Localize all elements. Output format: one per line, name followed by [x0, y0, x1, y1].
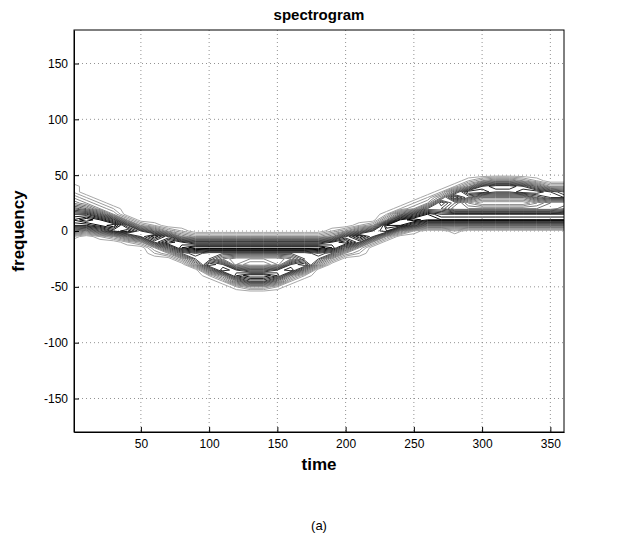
y-tick: -150: [44, 392, 79, 406]
caption: (a): [311, 518, 327, 533]
contour-line: [74, 180, 564, 286]
x-tick-mark: [277, 427, 278, 432]
y-tick: 150: [48, 57, 79, 71]
x-tick-mark: [482, 427, 483, 432]
x-tick-mark: [141, 427, 142, 432]
x-tick-mark: [209, 427, 210, 432]
contour-line: [74, 213, 564, 277]
y-tick-label: -50: [51, 280, 69, 294]
y-tick-mark: [74, 119, 79, 120]
y-tick-label: 100: [48, 113, 68, 127]
contour-line: [74, 212, 564, 278]
chart: 50 100 150 200 250 300 350 -150 -100 -50 0 50 100 150…: [0, 0, 617, 545]
y-tick-mark: [74, 343, 79, 344]
x-tick-mark: [550, 427, 551, 432]
x-tick: 150: [268, 427, 288, 451]
y-tick-label: 150: [48, 57, 68, 71]
contour-line: [74, 176, 564, 291]
x-tick-label: 300: [473, 437, 493, 451]
title: spectrogram: [274, 6, 365, 23]
y-grid-line: [74, 342, 564, 343]
x-tick-label: 50: [135, 437, 149, 451]
y-tick: -100: [44, 336, 79, 350]
x-tick-label: 250: [404, 437, 424, 451]
y-tick-mark: [74, 231, 79, 232]
y-grid-line: [74, 175, 564, 176]
contour-line: [74, 181, 564, 286]
plot-frame: [74, 30, 564, 432]
y-tick: 0: [61, 224, 79, 238]
y-axis: -150 -100 -50 0 50 100 150: [44, 31, 79, 433]
contour-line: [74, 181, 564, 284]
contour-line: [74, 183, 564, 284]
contours: [74, 176, 564, 291]
y-tick-label: 0: [61, 224, 68, 238]
x-grid-line: [277, 30, 278, 432]
y-tick: 50: [55, 169, 79, 183]
y-tick-mark: [74, 64, 79, 65]
x-grid-line: [209, 30, 210, 432]
x-tick-mark: [414, 427, 415, 432]
x-tick: 350: [541, 427, 561, 451]
x-tick: 50: [135, 427, 149, 451]
x-tick: 300: [473, 427, 493, 451]
y-tick-label: 50: [55, 169, 69, 183]
y-tick-label: -100: [44, 336, 68, 350]
contour-line: [74, 182, 564, 284]
x-axis-line: [75, 432, 565, 433]
y-tick: -50: [51, 280, 79, 294]
contour-line: [74, 186, 564, 280]
y-tick-label: -150: [44, 392, 68, 406]
x-tick-label: 100: [200, 437, 220, 451]
x-tick-label: 150: [268, 437, 288, 451]
x-axis: 50 100 150 200 250 300 350: [75, 427, 565, 451]
x-tick: 250: [404, 427, 424, 451]
y-tick-mark: [74, 399, 79, 400]
x-tick: 100: [200, 427, 220, 451]
y-tick-mark: [74, 287, 79, 288]
y-grid-line: [74, 119, 564, 120]
contour-line: [74, 177, 564, 290]
y-axis-title: frequency: [9, 190, 28, 272]
x-tick: 200: [336, 427, 356, 451]
contour-line: [79, 218, 420, 248]
y-grid-line: [74, 398, 564, 399]
contour-line: [74, 178, 564, 288]
y-grid-line: [74, 63, 564, 64]
contour-line: [74, 184, 564, 282]
y-tick: 100: [48, 113, 79, 127]
y-grid-line: [74, 286, 564, 287]
x-axis-title: time: [302, 455, 337, 474]
x-tick-mark: [346, 427, 347, 432]
contour-line: [74, 214, 564, 249]
contour-line: [74, 179, 564, 287]
contour-line: [74, 185, 564, 281]
x-tick-label: 350: [541, 437, 561, 451]
contour-line: [74, 184, 564, 283]
x-tick-label: 200: [336, 437, 356, 451]
y-tick-mark: [74, 175, 79, 176]
